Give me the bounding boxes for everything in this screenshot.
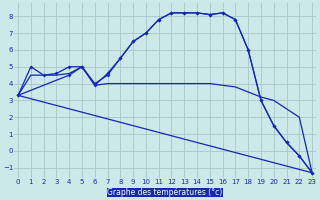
X-axis label: Graphe des températures (°c): Graphe des températures (°c) (108, 188, 223, 197)
